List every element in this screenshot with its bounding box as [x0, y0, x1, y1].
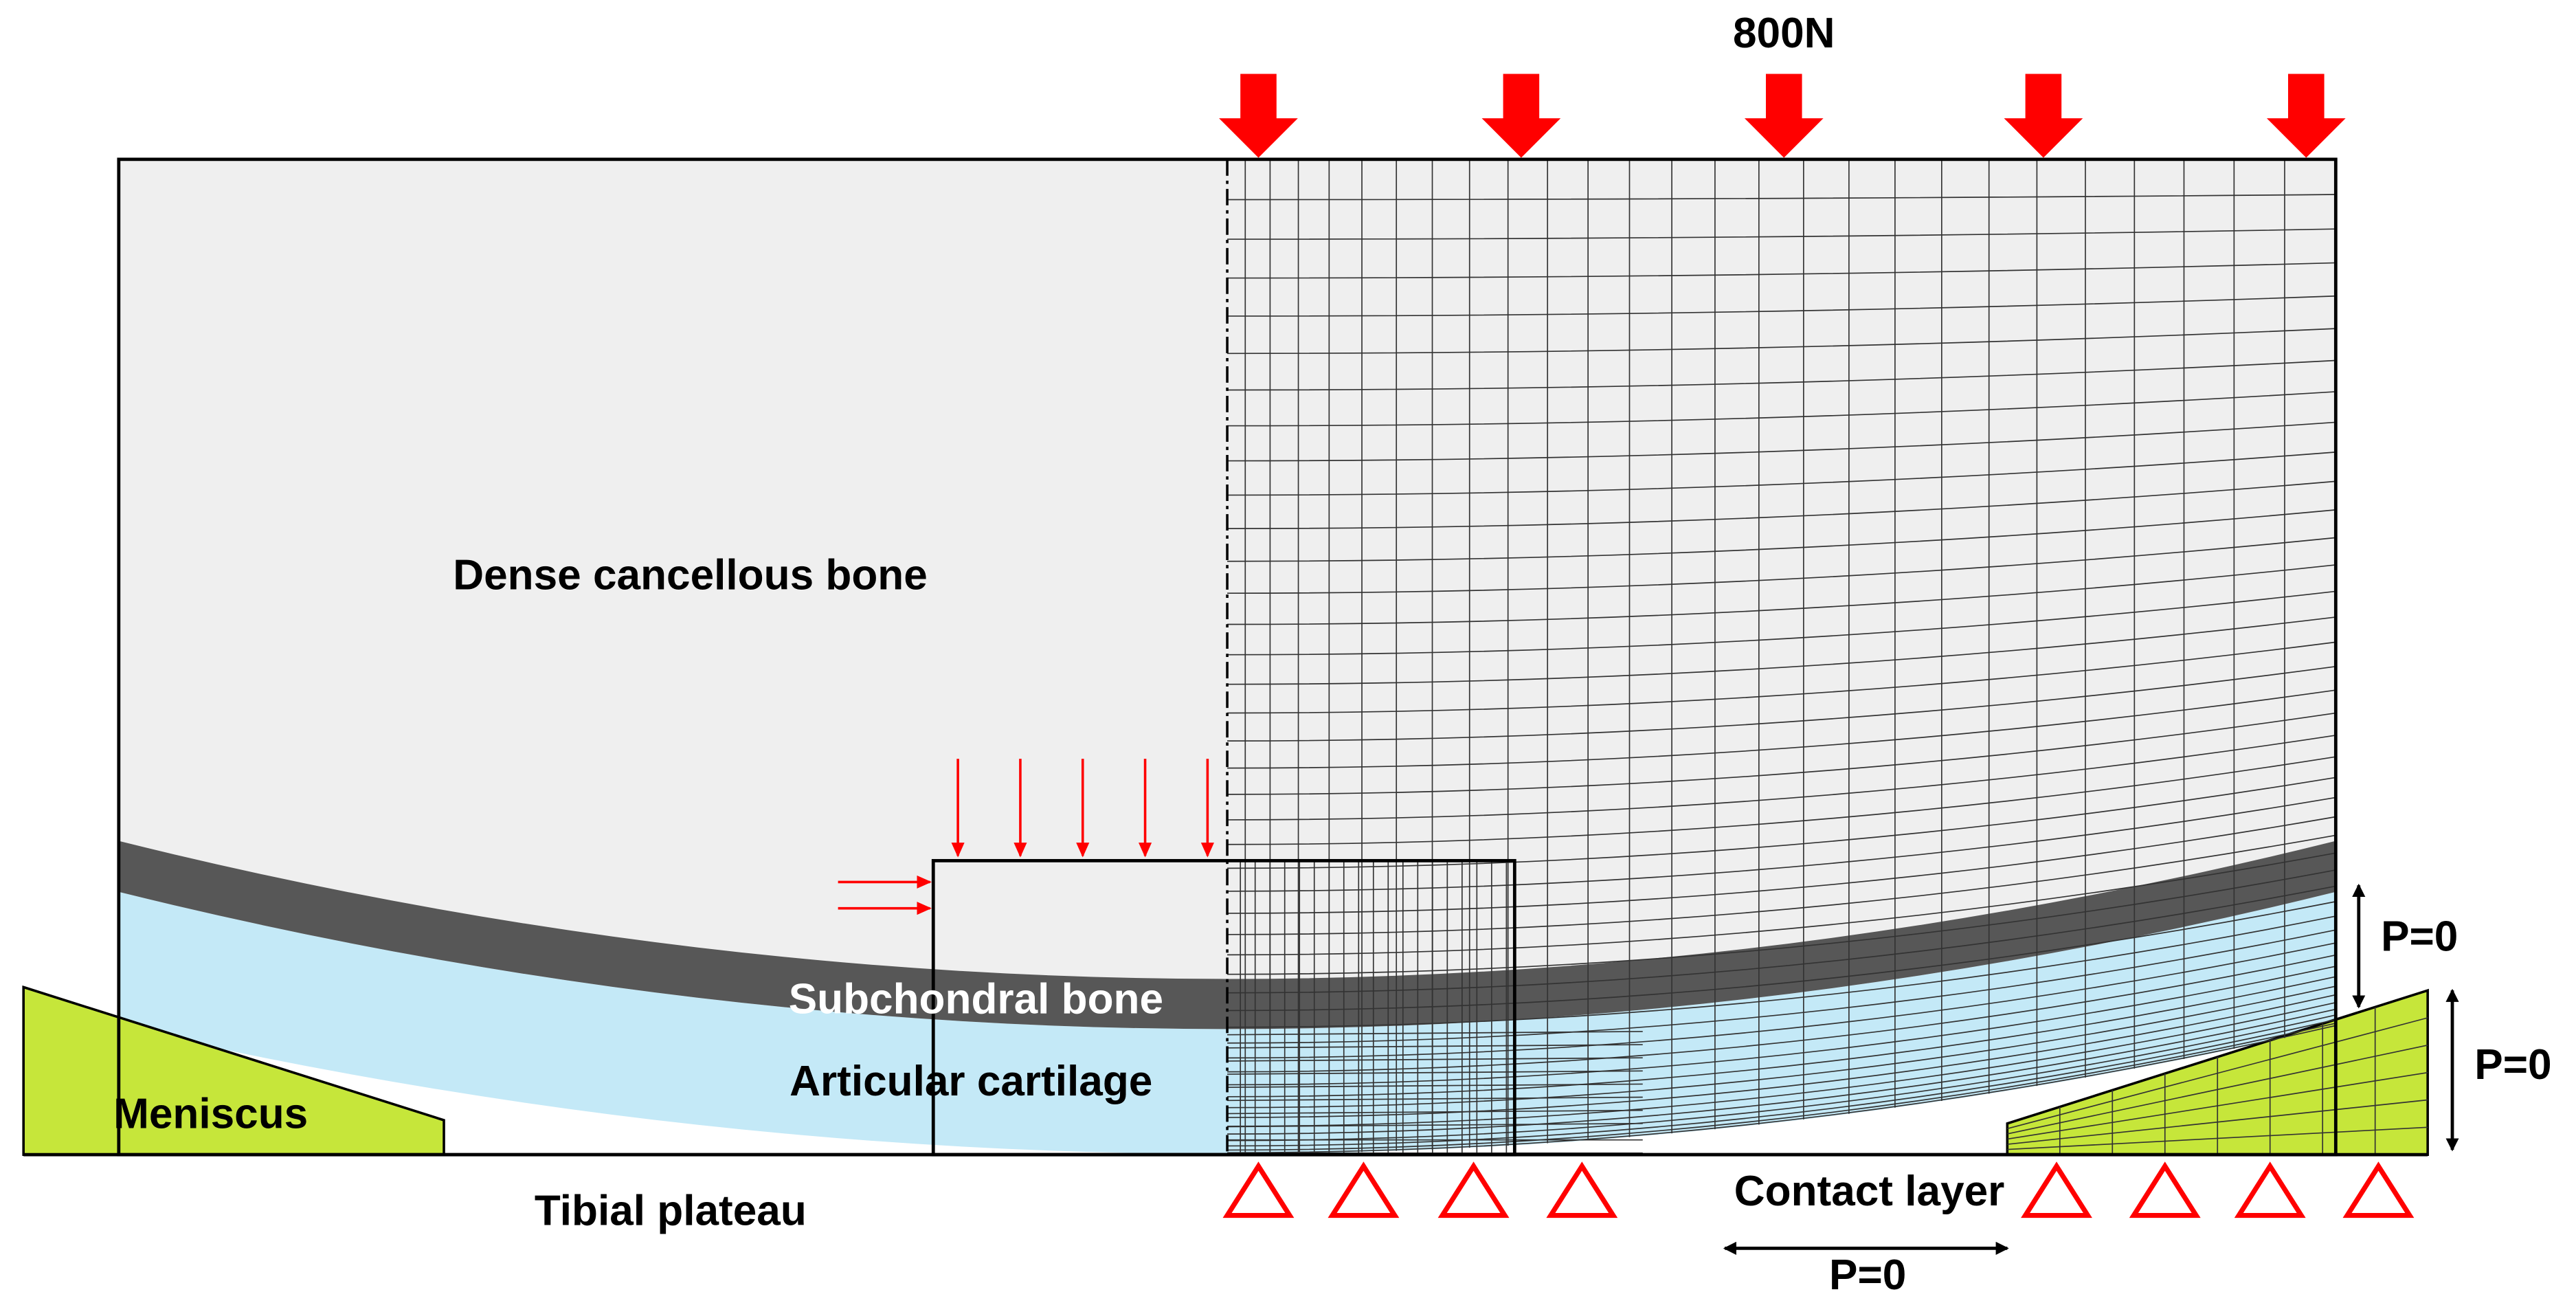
mesh-line: [1227, 1023, 2336, 1151]
mesh-line: [1227, 869, 2336, 975]
mesh-line: [1227, 915, 2336, 1028]
mesh-line: [1227, 735, 2336, 821]
mesh-line: [1227, 756, 2336, 845]
mesh-line: [1227, 797, 2336, 892]
support-triangle: [2342, 1161, 2415, 1218]
load-arrow: [1744, 74, 1824, 158]
load-arrow: [1481, 74, 1561, 158]
mesh-line: [1227, 1025, 2336, 1154]
mesh-line: [1227, 1083, 1643, 1089]
mesh-line: [1227, 852, 2336, 956]
mesh-line: [1227, 689, 2336, 769]
support-triangle: [2234, 1161, 2306, 1218]
region-label: Dense cancellous bone: [453, 552, 928, 599]
region-label: Articular cartilage: [789, 1058, 1152, 1105]
boundary-label: P=0: [1829, 1251, 1906, 1299]
mesh-line: [1227, 1122, 1643, 1128]
mesh-line: [1227, 359, 2336, 391]
load-arrows: [838, 74, 2415, 1218]
mesh-line: [1227, 929, 2336, 1044]
boundary-label: P=0: [2381, 913, 2458, 961]
mesh-line: [1227, 564, 2336, 625]
mesh-line: [1227, 1014, 2336, 1142]
mesh-line: [1227, 986, 2336, 1109]
support-triangle: [1437, 1161, 1510, 1218]
mesh-line: [1227, 228, 2336, 240]
mesh-line: [1227, 641, 2336, 714]
cartilage-region: [118, 891, 2336, 1154]
mesh-line: [1227, 1031, 1643, 1036]
boundary-label: P=0: [2474, 1041, 2551, 1089]
mesh-line: [1227, 1057, 1643, 1062]
mesh-line: [1227, 1008, 2336, 1135]
mesh-line: [1227, 966, 2336, 1086]
mesh-line: [1227, 816, 2336, 914]
region-label: Contact layer: [1734, 1168, 2005, 1215]
mesh-line: [1227, 1018, 2336, 1147]
region-label: Tibial plateau: [535, 1188, 807, 1235]
mesh-line: [1227, 942, 2336, 1059]
load-label: 800N: [1733, 10, 1835, 57]
mesh-line: [1227, 777, 2336, 869]
mesh-line: [1227, 901, 2336, 1012]
mesh-line: [1227, 295, 2336, 317]
mesh-line: [1227, 665, 2336, 742]
mesh-line: [1227, 509, 2336, 562]
mesh-line: [1227, 994, 2336, 1118]
mesh-line: [1227, 452, 2336, 496]
mesh-line: [1227, 712, 2336, 795]
mesh-line: [1227, 1070, 1643, 1075]
mesh-line: [1227, 954, 2336, 1073]
mesh: [1227, 159, 2428, 1155]
mesh-line: [1227, 616, 2336, 685]
mesh-line: [1227, 1109, 1643, 1115]
mesh-line: [1227, 391, 2336, 427]
mesh-line: [1227, 885, 2336, 994]
mesh-line: [1227, 194, 2336, 201]
load-arrow: [2266, 74, 2346, 158]
mesh-line: [1227, 537, 2336, 594]
support-triangle: [1546, 1161, 1618, 1218]
support-triangle: [2129, 1161, 2201, 1218]
mesh-line: [1227, 590, 2336, 656]
support-triangle: [1328, 1161, 1400, 1218]
load-arrow: [1219, 74, 1298, 158]
support-triangle: [1222, 1161, 1295, 1218]
mesh-line: [1227, 1096, 1643, 1102]
mesh-line: [1227, 480, 2336, 529]
region-label: Subchondral bone: [789, 975, 1163, 1023]
mesh-line: [1227, 1044, 1643, 1049]
mesh-line: [1227, 328, 2336, 355]
mesh-line: [1227, 421, 2336, 462]
subchondral-region: [118, 840, 2336, 1029]
support-triangle: [2021, 1161, 2092, 1218]
mesh-line: [1227, 976, 2336, 1098]
mesh-line: [1227, 262, 2336, 279]
region-label: Meniscus: [113, 1091, 308, 1138]
mesh-line: [1227, 1001, 2336, 1127]
load-arrow: [2004, 74, 2083, 158]
mesh-line: [1227, 834, 2336, 935]
